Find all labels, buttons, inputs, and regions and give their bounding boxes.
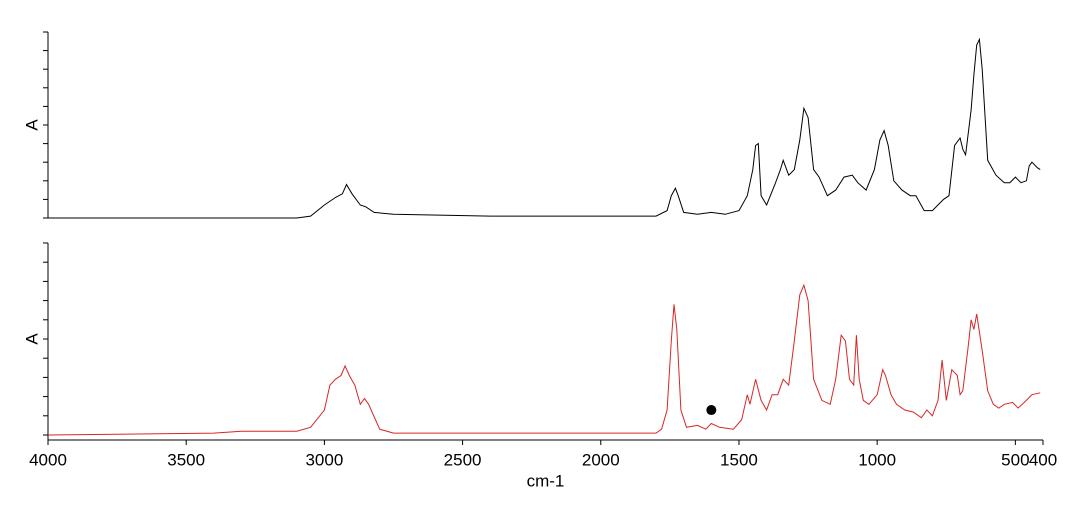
x-tick-label: 400 bbox=[1029, 450, 1057, 469]
spectrum-line bbox=[47, 283, 1041, 436]
x-tick-label: 1000 bbox=[858, 450, 896, 469]
x-tick-label: 1500 bbox=[720, 450, 758, 469]
spectrum-line bbox=[48, 37, 1041, 219]
marker-dot bbox=[706, 405, 717, 416]
x-tick-label: 2500 bbox=[444, 450, 482, 469]
x-tick-label: 2000 bbox=[582, 450, 620, 469]
y-axis-label: A bbox=[22, 333, 41, 345]
x-tick-label: 3500 bbox=[167, 450, 205, 469]
x-tick-label: 500 bbox=[1001, 450, 1029, 469]
x-tick-label: 4000 bbox=[29, 450, 67, 469]
x-tick-label: 3000 bbox=[305, 450, 343, 469]
y-axis-label: A bbox=[22, 119, 41, 131]
x-axis-label: cm-1 bbox=[527, 471, 565, 490]
